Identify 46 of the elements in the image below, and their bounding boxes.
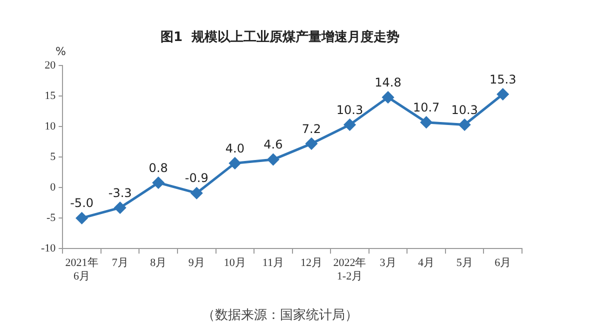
x-tick-label: 6月 <box>494 257 512 270</box>
data-label: 10.7 <box>412 100 440 114</box>
data-label: 15.3 <box>490 72 516 86</box>
chart-title: 图1 规模以上工业原煤产量增速月度走势 <box>160 29 400 46</box>
data-label: 10.3 <box>336 102 364 117</box>
point <box>420 116 432 128</box>
x-tick-label: 2022年 1-2月 <box>333 257 366 282</box>
point <box>229 157 241 169</box>
y-tick-label: 20 <box>44 59 56 72</box>
point <box>114 202 126 214</box>
data-label: -5.0 <box>70 196 94 210</box>
x-tick-label: 2021年 6月 <box>65 257 98 282</box>
x-tick-label: 5月 <box>456 257 473 270</box>
y-tick-label: 15 <box>44 90 56 102</box>
x-tick-label: 11月 <box>262 257 284 270</box>
data-label: 4.0 <box>225 141 244 156</box>
data-label: -0.9 <box>184 171 208 186</box>
data-label: 14.8 <box>374 75 402 90</box>
data-label: 0.8 <box>148 160 168 175</box>
point <box>458 119 470 131</box>
data-label: -3.3 <box>108 186 132 200</box>
x-tick-label: 10月 <box>224 257 246 270</box>
y-tick-label: -10 <box>40 242 56 254</box>
point <box>344 119 356 131</box>
point <box>382 92 394 104</box>
y-tick-label: -5 <box>46 212 56 224</box>
data-label: 4.6 <box>264 138 283 152</box>
point <box>190 187 202 199</box>
x-tick-label: 12月 <box>300 257 322 270</box>
y-axis-title: % <box>55 44 66 58</box>
x-tick-label: 9月 <box>188 257 205 270</box>
x-tick-label: 4月 <box>418 257 435 270</box>
data-label: 10.3 <box>451 102 478 117</box>
x-tick-label: 8月 <box>150 257 167 270</box>
text: （数据来源：国家统计局） <box>202 306 358 323</box>
point <box>497 88 509 100</box>
x-tick-label: 3月 <box>380 257 396 270</box>
point <box>267 154 279 166</box>
point <box>152 176 164 188</box>
x-tick-label: 7月 <box>112 257 128 270</box>
y-tick-label: 5 <box>50 150 56 163</box>
point <box>306 138 318 150</box>
data-label: 7.2 <box>302 122 322 136</box>
point <box>76 212 88 224</box>
y-tick-label: 0 <box>50 181 56 194</box>
y-tick-label: 10 <box>44 120 56 132</box>
